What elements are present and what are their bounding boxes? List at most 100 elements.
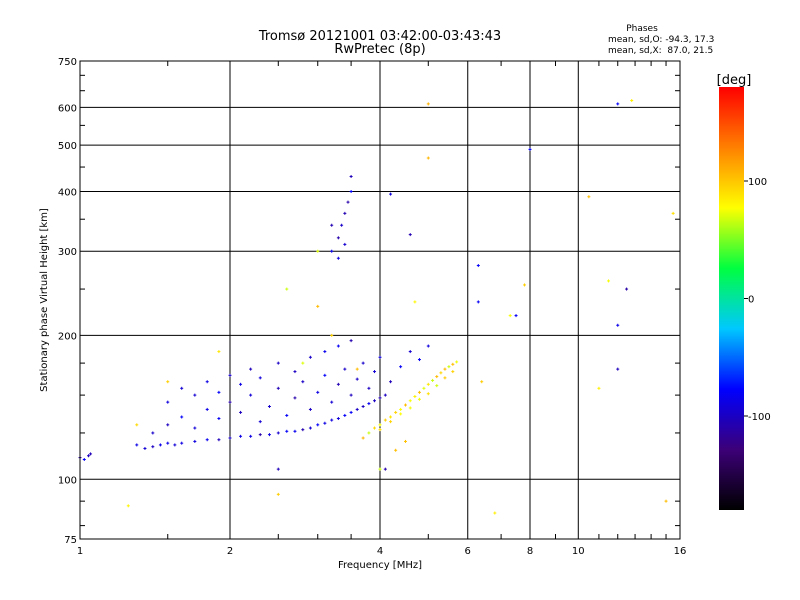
data-point-o — [205, 380, 209, 384]
data-point-o — [249, 393, 253, 397]
data-point-o — [276, 386, 280, 390]
x-tick-label: 8 — [527, 546, 533, 557]
data-point-o — [383, 393, 387, 397]
data-point-x — [394, 410, 398, 414]
data-point-x — [630, 99, 634, 103]
data-point-o — [267, 433, 271, 437]
data-point-x — [597, 386, 601, 390]
data-point-o — [355, 377, 359, 381]
data-point-o — [193, 426, 197, 430]
data-point-x — [389, 420, 393, 424]
data-point-o — [343, 367, 347, 371]
data-point-x — [383, 418, 387, 422]
y-tick-label: 300 — [58, 247, 77, 258]
y-tick-label: 750 — [58, 57, 77, 68]
x-axis-label: Frequency [MHz] — [338, 560, 422, 571]
data-point-x — [455, 360, 459, 364]
data-point-x — [378, 423, 382, 427]
data-point-o — [217, 390, 221, 394]
data-point-o — [616, 367, 620, 371]
y-tick-label: 200 — [58, 331, 77, 342]
x-tick-label: 16 — [674, 546, 687, 557]
data-point-x — [355, 367, 359, 371]
data-point-o — [323, 421, 327, 425]
y-tick-label: 100 — [58, 475, 77, 486]
data-point-x — [276, 492, 280, 496]
data-point-x — [285, 287, 289, 291]
data-point-o — [205, 438, 209, 442]
data-point-x — [301, 361, 305, 365]
data-point-o — [89, 452, 93, 456]
data-point-x — [439, 371, 443, 375]
colorbar-tick-label: 100 — [748, 177, 767, 188]
y-tick-label: 600 — [58, 103, 77, 114]
data-point-o — [349, 393, 353, 397]
data-point-o — [361, 404, 365, 408]
data-point-o — [249, 434, 253, 438]
data-point-x — [431, 378, 435, 382]
data-point-o — [346, 200, 350, 204]
data-point-x — [426, 392, 430, 396]
data-point-x — [480, 380, 484, 384]
data-point-x — [399, 407, 403, 411]
data-point-x — [417, 390, 421, 394]
data-point-x — [607, 279, 611, 283]
y-tick-label: 500 — [58, 141, 77, 152]
data-point-o — [399, 365, 403, 369]
chart-subtitle: RwPretec (8p) — [334, 42, 425, 57]
data-point-x — [367, 431, 371, 435]
data-point-o — [239, 434, 243, 438]
data-point-o — [258, 420, 262, 424]
data-point-o — [217, 417, 221, 421]
data-point-o — [173, 443, 177, 447]
data-point-o — [323, 350, 327, 354]
data-point-o — [330, 400, 334, 404]
data-point-o — [476, 300, 480, 304]
data-point-o — [228, 400, 232, 404]
colorbar — [719, 87, 744, 510]
stats-header: Phases — [626, 24, 658, 34]
plot-frame — [79, 60, 681, 540]
data-point-o — [514, 314, 518, 318]
data-point-x — [435, 384, 439, 388]
x-tick-label: 1 — [77, 546, 83, 557]
colorbar-tick-label: 0 — [748, 295, 754, 306]
data-point-o — [285, 413, 289, 417]
x-tick-labels: 1 2 4 6 8 10 16 — [77, 546, 687, 557]
data-point-o — [308, 426, 312, 430]
data-point-x — [443, 367, 447, 371]
data-point-x — [378, 467, 382, 471]
data-point-o — [285, 429, 289, 433]
data-point-x — [399, 412, 403, 416]
data-point-x — [426, 382, 430, 386]
data-point-o — [378, 396, 382, 400]
data-point-o — [336, 256, 340, 260]
data-point-x — [408, 406, 412, 410]
data-point-x — [403, 439, 407, 443]
data-point-o — [343, 413, 347, 417]
y-tick-label: 75 — [64, 535, 77, 546]
data-point-x — [417, 397, 421, 401]
stats-line-x: mean, sd,X: 87.0, 21.5 — [608, 46, 713, 56]
colorbar-tick-label: -100 — [748, 412, 771, 423]
data-point-o — [293, 370, 297, 374]
data-point-o — [336, 236, 340, 240]
data-point-o — [340, 223, 344, 227]
data-point-x — [435, 375, 439, 379]
data-point-x — [523, 283, 527, 287]
data-point-o — [625, 287, 629, 291]
data-point-o — [528, 147, 532, 151]
data-point-x — [426, 102, 430, 106]
colorbar-ticks: 100 0 -100 — [744, 177, 771, 423]
data-point-x — [447, 365, 451, 369]
data-point-o — [367, 386, 371, 390]
data-point-o — [349, 339, 353, 343]
x-tick-label: 4 — [377, 546, 383, 557]
data-point-o — [373, 399, 377, 403]
data-point-o — [323, 373, 327, 377]
data-point-o — [316, 390, 320, 394]
data-point-x — [413, 300, 417, 304]
data-point-o — [166, 441, 170, 445]
data-point-o — [193, 393, 197, 397]
